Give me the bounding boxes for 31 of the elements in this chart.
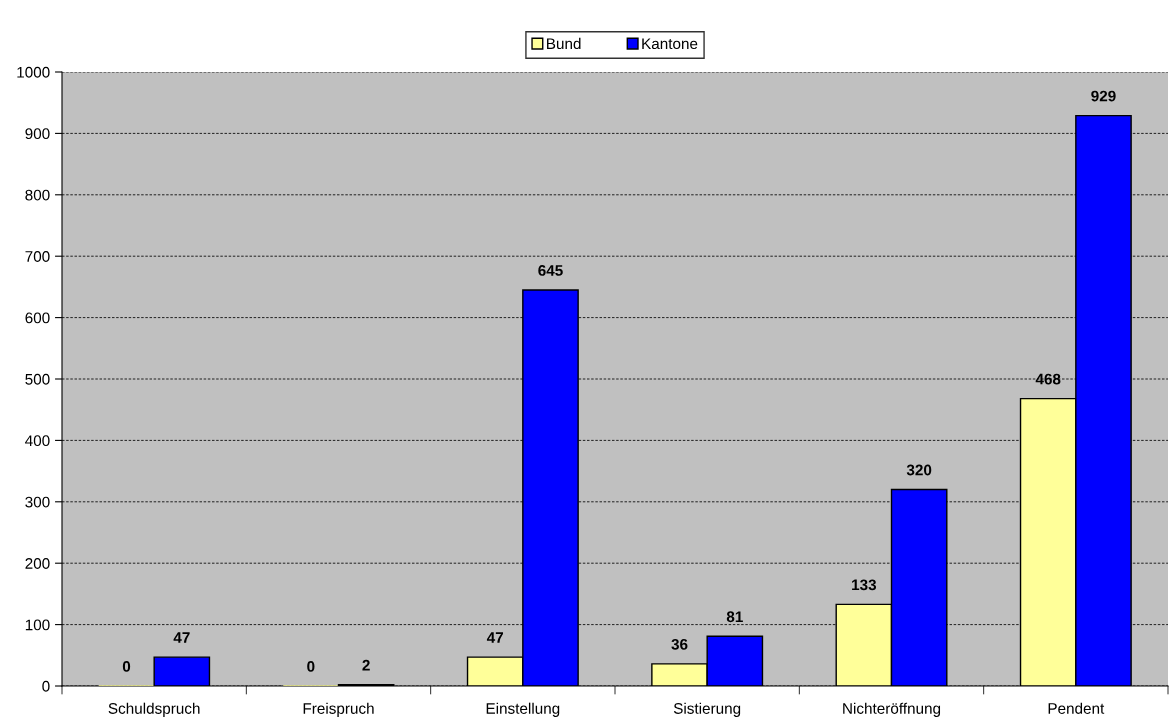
legend-label: Kantone	[642, 38, 698, 50]
data-label: 320	[906, 464, 932, 476]
data-label: 133	[852, 579, 877, 591]
x-tick-label: Pendent	[1048, 702, 1105, 714]
x-tick-label: Einstellung	[486, 702, 560, 717]
y-tick-label: 300	[25, 496, 50, 508]
x-tick-label: Schuldspruch	[108, 702, 200, 717]
data-label: 36	[671, 638, 688, 650]
y-tick-label: 400	[25, 435, 50, 447]
legend-label: Bund	[547, 37, 581, 50]
data-label: 0	[307, 661, 315, 672]
data-label: 47	[486, 632, 504, 643]
x-tick-label: Sistierung	[673, 702, 741, 717]
y-tick-label: 800	[25, 189, 50, 201]
y-tick-label: 500	[25, 373, 50, 385]
y-tick-label: 900	[25, 128, 50, 140]
data-label: 81	[726, 611, 743, 623]
y-tick-label: 100	[25, 619, 50, 631]
y-tick-label: 600	[25, 312, 50, 324]
x-tick-label: Freispruch	[303, 702, 374, 717]
x-tick-label: Nichteröffnung	[843, 702, 941, 717]
y-tick-label: 200	[25, 558, 50, 569]
data-label: 468	[1035, 373, 1061, 385]
data-label: 2	[362, 659, 370, 671]
data-label: 645	[538, 265, 563, 276]
data-label: 0	[122, 661, 131, 672]
y-tick-label: 700	[25, 251, 50, 262]
data-label: 47	[173, 632, 190, 643]
y-tick-label: 1000	[17, 66, 50, 78]
data-label: 929	[1091, 90, 1116, 102]
y-tick-label: 0	[42, 680, 50, 692]
